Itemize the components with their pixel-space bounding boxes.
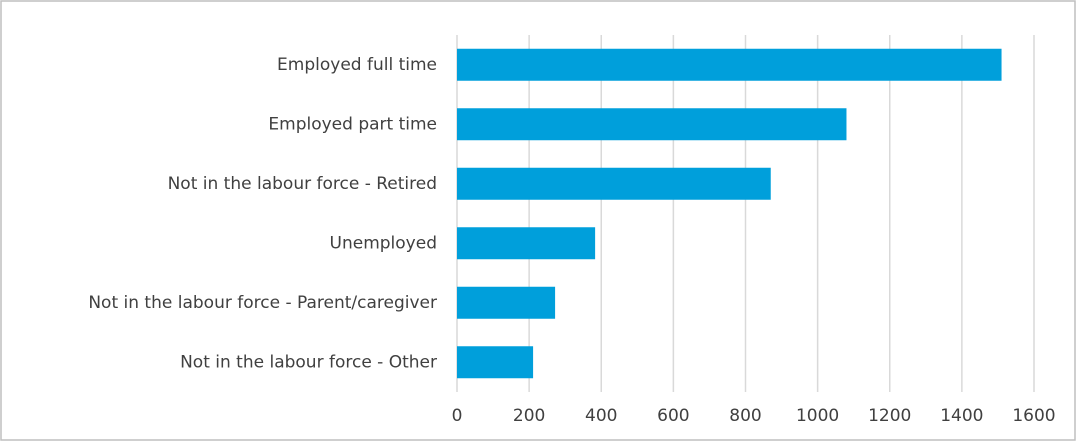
x-tick-label: 0 [452, 406, 463, 426]
bar [457, 167, 771, 200]
y-tick-label: Not in the labour force - Parent/caregiv… [88, 293, 437, 313]
x-tick-label: 400 [585, 406, 617, 426]
x-tick-label: 1200 [868, 406, 911, 426]
x-tick-label: 800 [729, 406, 761, 426]
bar [457, 286, 556, 319]
x-tick-label: 1600 [1012, 406, 1055, 426]
y-tick-label: Not in the labour force - Retired [168, 174, 437, 194]
bar [457, 346, 534, 379]
x-tick-label: 1400 [940, 406, 983, 426]
bar [457, 227, 596, 260]
x-tick-label: 1000 [796, 406, 839, 426]
y-tick-label: Employed part time [268, 114, 437, 134]
x-tick-label: 200 [513, 406, 545, 426]
x-tick-label: 600 [657, 406, 689, 426]
y-tick-label: Not in the labour force - Other [180, 352, 437, 372]
y-tick-label: Employed full time [277, 55, 437, 75]
y-tick-label: Unemployed [330, 233, 437, 253]
bar [457, 108, 847, 141]
bar [457, 48, 1002, 81]
